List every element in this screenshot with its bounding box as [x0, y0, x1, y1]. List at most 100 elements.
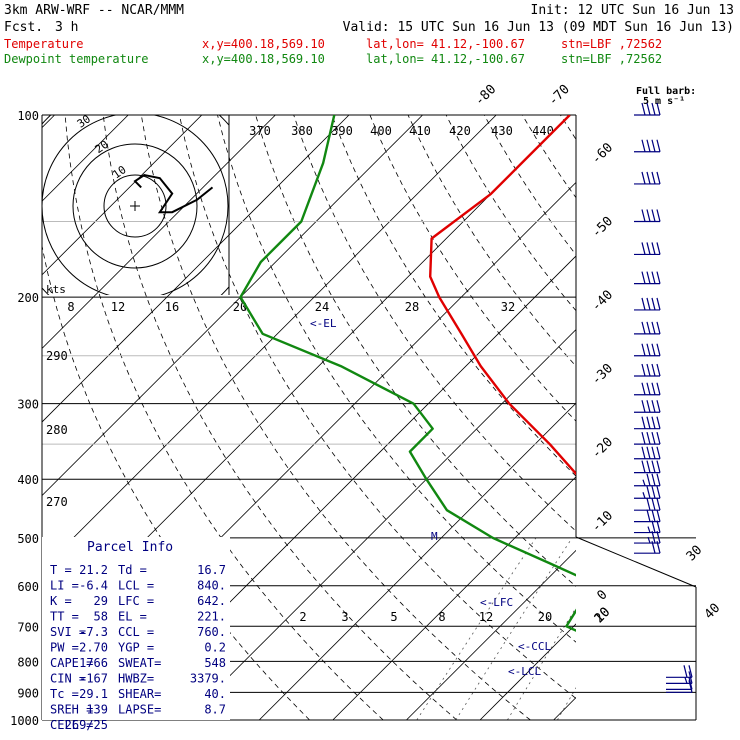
- parcel-row-value: 548: [204, 656, 226, 670]
- wind-barb: [634, 446, 661, 460]
- parcel-row-value: 8.7: [204, 703, 226, 717]
- wind-barb: [634, 400, 661, 413]
- wind-barbs: [634, 102, 693, 693]
- parcel-row-label: HWBZ=: [118, 672, 154, 686]
- mixing-ratio-label: 2: [299, 610, 306, 624]
- wind-barb: [634, 530, 661, 544]
- hodograph-units: kts: [46, 283, 66, 296]
- pressure-tick-label: 500: [17, 532, 39, 546]
- theta-label: 440: [532, 124, 554, 138]
- theta-label: 380: [291, 124, 313, 138]
- pressure-tick-label: 1000: [10, 714, 39, 728]
- mixing-ratio-label: 24: [315, 300, 329, 314]
- mixing-ratio-label: 12: [479, 610, 493, 624]
- pressure-tick-label: 600: [17, 580, 39, 594]
- isotherm-line: [185, 329, 576, 720]
- wind-barb: [634, 541, 661, 554]
- el-marker: <-EL: [310, 317, 337, 330]
- wind-barb: [634, 473, 661, 487]
- pressure-tick-label: 800: [17, 655, 39, 669]
- parcel-row-label: LFC =: [118, 594, 154, 608]
- hodograph-ring: [103, 174, 167, 238]
- hodograph-ring-label: 20: [93, 138, 111, 156]
- valid-time: Valid: 15 UTC Sun 16 Jun 13 (09 MDT Sun …: [343, 20, 734, 35]
- wind-barb: [634, 139, 661, 153]
- parcel-info-rows: T = 21.2 Td = 16.7 LI = -6.4 LCL = 840. K = 29 LFC…: [50, 563, 226, 732]
- init-time: Init: 12 UTC Sun 16 Jun 13: [531, 3, 735, 18]
- parcel-row-label: CIN =: [50, 672, 86, 686]
- parcel-row-label: LAPSE=: [118, 703, 161, 717]
- pressure-tick-label: 900: [17, 686, 39, 700]
- dewpoint-legend-label: Dewpoint temperature: [4, 52, 149, 66]
- parcel-row-value: 0.2: [204, 641, 226, 655]
- parcel-row-label: SVI =: [50, 625, 86, 639]
- wind-barb: [634, 209, 661, 223]
- dry-adiabat-line: [140, 115, 531, 720]
- pressure-tick-label: 400: [17, 473, 39, 487]
- mixing-ratio-label: 32: [501, 300, 515, 314]
- mixing-ratio-line: [416, 537, 537, 720]
- wind-barb: [634, 416, 661, 430]
- wind-barb: [634, 486, 661, 499]
- pressure-tick-label: 200: [17, 291, 39, 305]
- wind-barb: [634, 432, 661, 445]
- lcl-marker: <-LCL: [508, 665, 541, 678]
- dewpoint-legend-xy: x,y=400.18,569.10: [202, 52, 325, 66]
- lfc-marker: <-LFC: [480, 596, 513, 609]
- parcel-row-value: 29.1: [79, 687, 108, 701]
- theta-label: 400: [370, 124, 392, 138]
- isotherm-line: [42, 115, 276, 349]
- isotherm-line: [258, 402, 576, 720]
- parcel-row-value: 2.70: [79, 641, 108, 655]
- theta-label: 390: [331, 124, 353, 138]
- parcel-info-panel: [42, 537, 230, 720]
- parcel-row-label: K =: [50, 594, 72, 608]
- temperature-legend-xy: x,y=400.18,569.10: [202, 37, 325, 51]
- parcel-row-value: 642.: [197, 594, 226, 608]
- mixing-ratio-label: 8: [438, 610, 445, 624]
- wind-barb: [634, 297, 661, 311]
- mixing-ratio-label: 20: [538, 610, 552, 624]
- barb-legend-line1: Full barb:: [636, 86, 696, 97]
- wind-barb: [666, 671, 693, 685]
- parcel-row-value: 840.: [197, 579, 226, 593]
- mixing-ratio-label: 8: [67, 300, 74, 314]
- parcel-row-label: EL =: [118, 610, 147, 624]
- parcel-row-value: 29: [94, 594, 108, 608]
- isotherm-line: [406, 549, 576, 720]
- parcel-row-label: Td =: [118, 563, 147, 577]
- theta-label: 290: [46, 349, 68, 363]
- isotherm-line: [42, 115, 423, 497]
- dewpoint-legend-latlon: lat,lon= 41.12,-100.67: [366, 52, 525, 66]
- forecast-value: 3 h: [55, 20, 78, 35]
- profiles: [239, 115, 576, 632]
- forecast-label: Fcst.: [4, 20, 43, 35]
- parcel-row-label: SWEAT=: [118, 656, 161, 670]
- theta-label: 270: [46, 495, 68, 509]
- wind-barb: [634, 321, 661, 335]
- wind-barb: [634, 171, 661, 185]
- mixing-ratio-label: 12: [111, 300, 125, 314]
- wind-barb: [666, 677, 693, 690]
- parcel-row-value: 1766: [79, 656, 108, 670]
- theta-label: 420: [449, 124, 471, 138]
- wind-barb: [666, 680, 693, 693]
- ccl-marker: <-CCL: [518, 640, 551, 653]
- wind-barb: [634, 271, 661, 285]
- mixing-ratio-label: 3: [341, 610, 348, 624]
- pressure-tick-label: 700: [17, 620, 39, 634]
- parcel-row-value: -6.4: [79, 579, 108, 593]
- parcel-row-label: CAPE =: [50, 656, 93, 670]
- parcel-row-label: T =: [50, 563, 72, 577]
- frame-diagonal: [575, 536, 697, 588]
- parcel-row-label: SHEAR=: [118, 687, 161, 701]
- wind-barb: [634, 343, 661, 357]
- hodograph-trace: [133, 173, 214, 214]
- parcel-row-value: 221.: [197, 610, 226, 624]
- parcel-info-title: Parcel Info: [87, 540, 173, 555]
- parcel-row-label: TT =: [50, 610, 79, 624]
- parcel-row-value: 269/25: [65, 718, 108, 732]
- parcel-row-label: SREH =: [50, 703, 93, 717]
- parcel-row-value: 760.: [197, 625, 226, 639]
